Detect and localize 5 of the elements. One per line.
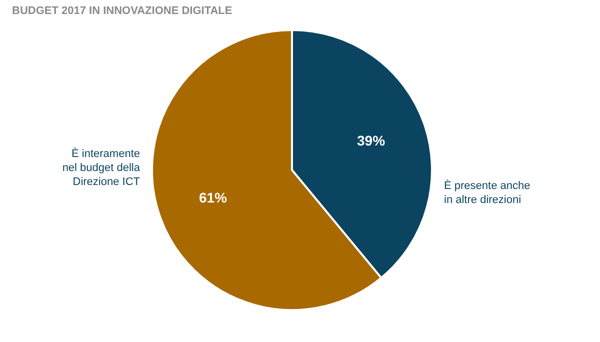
chart-title: BUDGET 2017 IN INNOVAZIONE DIGITALE [12,5,232,17]
data-label: 39% [357,132,386,149]
slice-label: È interamente nel budget della Direzione ICT [62,147,141,188]
slice-label: È presente anche in altre direzioni [444,179,530,206]
data-label: 61% [198,189,228,206]
